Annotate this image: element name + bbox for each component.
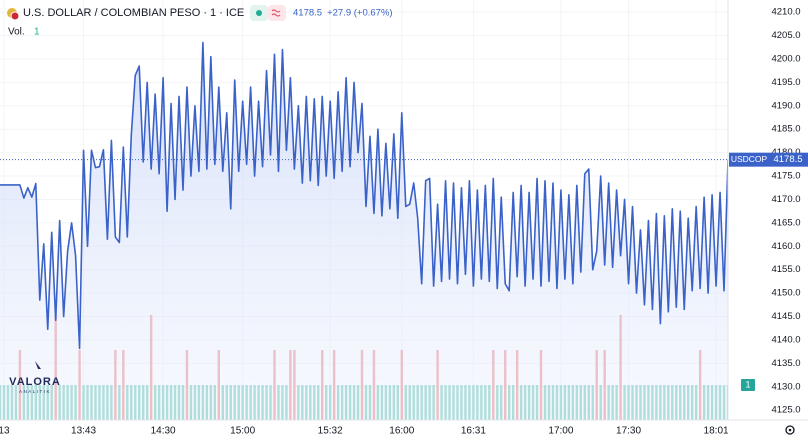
y-tick-label: 4160.0 [771, 241, 800, 252]
y-tick-label: 4200.0 [771, 54, 800, 65]
watermark-tagline: ANALITIK [19, 389, 51, 394]
y-tick-label: 4190.0 [771, 100, 800, 111]
y-tick-label: 4180.0 [771, 147, 800, 158]
flag-icon [10, 11, 20, 21]
settings-button[interactable] [785, 425, 795, 435]
y-tick-label: 4185.0 [771, 124, 800, 135]
x-tick-label: 17:00 [548, 426, 573, 437]
delayed-badge[interactable] [268, 5, 286, 21]
delayed-icon [271, 9, 281, 17]
y-tick-label: 4195.0 [771, 77, 800, 88]
x-tick-label: 16:31 [461, 426, 486, 437]
last-price-box [769, 152, 808, 167]
symbol-label: USDCOP [731, 154, 768, 164]
x-tick-label: 17:30 [616, 426, 641, 437]
x-tick-label: 18:01 [704, 426, 729, 437]
volume-last-box [741, 379, 755, 391]
y-tick-label: 4165.0 [771, 217, 800, 228]
y-tick-label: 4140.0 [771, 334, 800, 345]
y-tick-label: 4125.0 [771, 405, 800, 416]
x-tick-label: 13 [0, 426, 10, 437]
settings-icon[interactable] [785, 425, 795, 435]
x-tick-label: 14:30 [151, 426, 176, 437]
quote-change: +27.9 (+0.67%) [327, 8, 393, 19]
settings-icon-center [788, 428, 792, 432]
watermark-logo [35, 361, 41, 369]
overlay: 4125.0 4130.0 4135.0 4140.0 4145.0 4150.0 4155… [0, 7, 808, 437]
y-tick-label: 4155.0 [771, 264, 800, 275]
volume-legend: Vol. [8, 27, 25, 38]
x-tick-label: 15:00 [230, 426, 255, 437]
x-tick-label: 15:32 [318, 426, 343, 437]
plot-area [0, 0, 728, 420]
last-price-label: 4178.5 [773, 154, 802, 165]
y-tick-label: 4150.0 [771, 288, 800, 299]
watermark: VALORA ANALITIK [9, 361, 61, 394]
x-tick-label: 16:00 [389, 426, 414, 437]
symbol-title: U.S. DOLLAR / COLOMBIAN PESO · 1 · ICE [23, 7, 244, 19]
symbol-label-box [729, 152, 769, 167]
y-tick-label: 4130.0 [771, 381, 800, 392]
last-quote: 4178.5 [293, 8, 322, 19]
price-line [0, 41, 728, 350]
y-tick-label: 4135.0 [771, 358, 800, 369]
volume-last-label: 1 [745, 379, 750, 389]
y-tick-label: 4205.0 [771, 30, 800, 41]
watermark-brand: VALORA [9, 376, 61, 388]
y-tick-label: 4145.0 [771, 311, 800, 322]
y-tick-label: 4210.0 [771, 7, 800, 18]
x-tick-label: 13:43 [71, 426, 96, 437]
y-tick-label: 4175.0 [771, 171, 800, 182]
market-status-dot [256, 10, 262, 16]
header: U.S. DOLLAR / COLOMBIAN PESO · 1 · ICE 4… [7, 5, 393, 38]
y-tick-label: 4170.0 [771, 194, 800, 205]
area-fill [0, 42, 728, 420]
volume-legend-value: 1 [34, 27, 40, 38]
